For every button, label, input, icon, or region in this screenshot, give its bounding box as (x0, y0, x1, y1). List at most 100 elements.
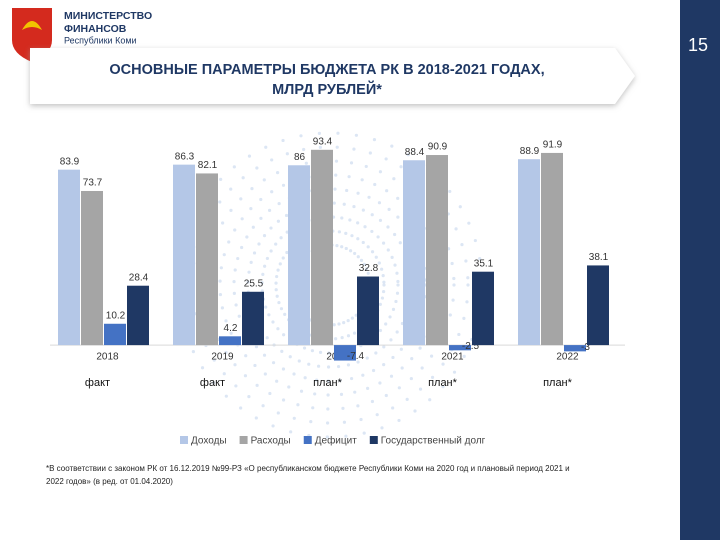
decor-dot (332, 201, 336, 205)
bar (564, 345, 586, 352)
decor-dot (281, 367, 286, 371)
footnote: *В соответствии с законом РК от 16.12.20… (46, 464, 570, 486)
data-label: -3 (581, 342, 590, 353)
decor-dot (394, 299, 398, 304)
decor-dot (397, 386, 401, 390)
decor-dot (384, 393, 388, 398)
decor-dot (378, 170, 383, 174)
decor-dot (420, 366, 424, 370)
decor-dot (473, 238, 477, 243)
data-label: -2.5 (462, 341, 480, 352)
decor-dot (346, 334, 351, 338)
decor-dot (382, 345, 386, 349)
decor-dot (395, 271, 399, 275)
decor-dot (239, 406, 243, 410)
decor-dot (275, 294, 279, 298)
decor-dot (478, 257, 482, 261)
bar (219, 336, 241, 346)
decor-dot (352, 204, 356, 209)
decor-dot (241, 176, 245, 180)
decor-dot (233, 268, 237, 272)
decor-dot (390, 255, 394, 259)
decor-dot (239, 197, 243, 201)
decor-dot (336, 364, 341, 369)
decor-dot (465, 300, 469, 304)
data-label: -7.4 (347, 351, 365, 362)
decor-dot (279, 236, 283, 240)
decor-dot (247, 395, 251, 399)
decor-dot (233, 363, 237, 367)
data-label: 86.3 (175, 151, 195, 162)
decor-dot (247, 154, 252, 158)
decor-dot (366, 245, 370, 249)
decor-dot (342, 320, 346, 325)
decor-dot (353, 251, 357, 256)
decor-dot (333, 187, 337, 191)
decor-dot (318, 350, 323, 354)
decor-dot (229, 331, 233, 335)
logo-bird (22, 21, 42, 30)
decor-dot (454, 227, 458, 231)
decor-dot (257, 242, 261, 246)
decor-dot (340, 245, 344, 249)
decor-dot (429, 354, 434, 358)
decor-dot (247, 270, 251, 274)
decor-dot (219, 266, 223, 270)
decor-dot (263, 372, 267, 376)
decor-dot (316, 364, 321, 368)
decor-dot (233, 228, 237, 232)
bar (587, 265, 609, 346)
decor-dot (382, 280, 386, 284)
decor-dot (389, 338, 393, 342)
decor-dot (264, 305, 268, 309)
decor-dot (380, 267, 384, 271)
decor-dot (224, 319, 228, 323)
decor-dot (378, 302, 383, 306)
decor-dot (370, 250, 375, 254)
decor-dot (269, 249, 273, 253)
title-banner (30, 48, 635, 104)
decor-dot (246, 280, 250, 284)
legend-label: Государственный долг (381, 436, 486, 447)
decor-dot (400, 366, 404, 370)
decor-dot (393, 232, 397, 237)
bar (196, 173, 218, 346)
decor-dot (340, 336, 344, 340)
decor-dot (352, 331, 357, 335)
decor-dot (365, 356, 369, 360)
decor-dot (327, 351, 331, 355)
decor-dot (362, 431, 366, 435)
decor-dot (405, 397, 409, 402)
decor-dot (395, 330, 399, 334)
decor-dot (271, 424, 275, 428)
decor-dot (361, 208, 365, 212)
bar (426, 155, 448, 346)
decor-dot (318, 145, 322, 149)
data-label: 88.9 (520, 146, 540, 157)
decor-dot (370, 399, 375, 404)
decor-dot (332, 323, 336, 327)
decor-dot (276, 219, 280, 223)
decor-dot (326, 393, 330, 397)
decor-dot (310, 349, 315, 353)
decor-dot (281, 398, 286, 402)
decor-dot (346, 319, 350, 323)
decor-dot (448, 189, 452, 194)
decor-dot (363, 225, 367, 229)
chart-title: ОСНОВНЫЕ ПАРАМЕТРЫ БЮДЖЕТА РК В 2018-202… (109, 62, 544, 78)
decor-dot (374, 255, 378, 259)
decor-dot (466, 283, 470, 287)
decor-dot (211, 381, 216, 385)
decor-dot (299, 389, 304, 393)
decor-dot (263, 264, 267, 268)
decor-dot (441, 362, 445, 366)
decor-dot (276, 327, 280, 331)
decor-dot (384, 322, 388, 326)
decor-dot (399, 165, 403, 169)
bar (127, 285, 149, 346)
decor-dot (335, 145, 339, 149)
decor-dot (278, 262, 282, 266)
data-label: 73.7 (83, 178, 103, 189)
decor-dot (396, 215, 400, 219)
decor-dot (275, 274, 279, 279)
